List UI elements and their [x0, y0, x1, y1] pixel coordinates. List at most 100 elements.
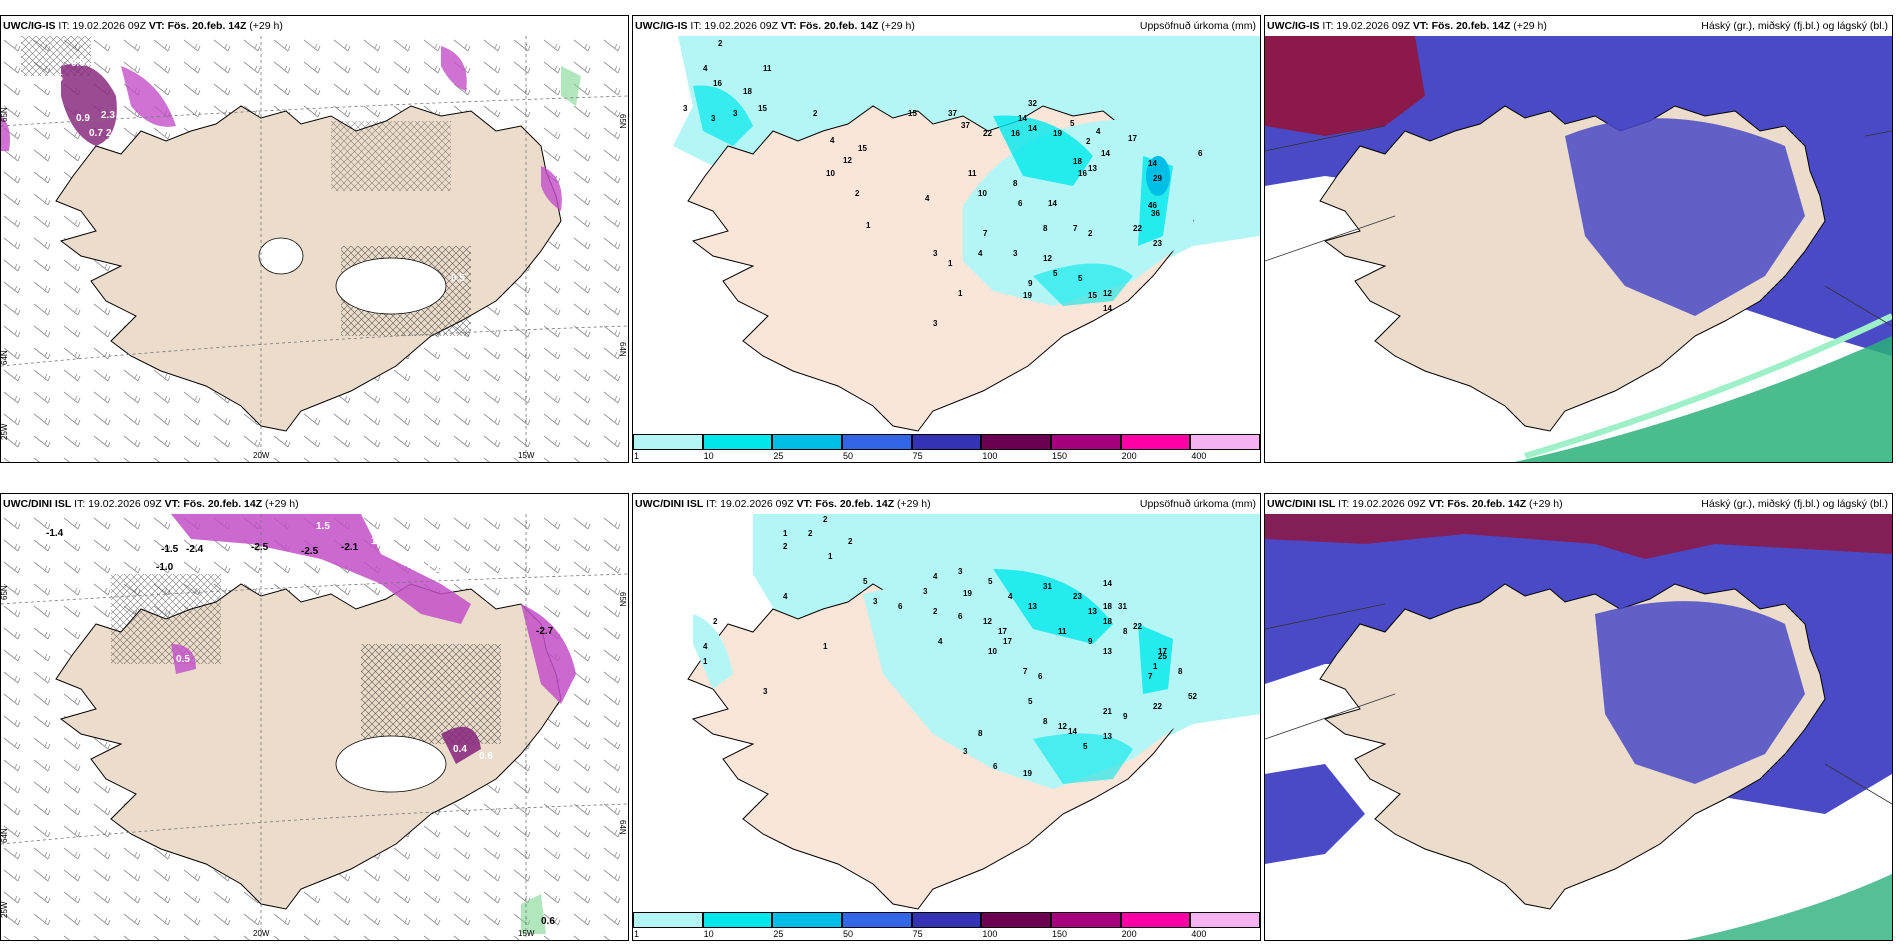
precip-value: 3	[873, 597, 878, 606]
precip-value: 14	[1018, 114, 1027, 123]
legend-swatch	[1120, 434, 1191, 450]
precip-value: 5	[988, 577, 993, 586]
temp-value: -2.4	[186, 544, 204, 555]
precip-value: 12	[1058, 722, 1067, 731]
legend-label: 200	[1121, 929, 1137, 939]
temp-value: -2.7	[536, 626, 554, 637]
precip-cell	[171, 514, 471, 624]
precip-value: 18	[1103, 617, 1112, 626]
legend-swatch	[911, 912, 982, 928]
precip-value: 14	[1028, 124, 1037, 133]
precip-value: 1	[828, 552, 833, 561]
cloud-low-band	[1515, 336, 1892, 462]
map-accumulated-precip[interactable]: 2122125363432613454191217312314181331221…	[633, 514, 1260, 940]
map-cloud-cover[interactable]	[1265, 514, 1892, 940]
precip-value: 14	[1048, 199, 1057, 208]
precip-value: 11	[763, 64, 772, 73]
hatch-area	[331, 121, 451, 191]
precip-value: 8	[1123, 627, 1128, 636]
temp-value: -1.0	[156, 562, 174, 573]
precip-value: 2	[783, 542, 788, 551]
lat-label: 65N	[1, 107, 9, 122]
precip-value: 3	[933, 319, 938, 328]
precip-value: 14	[1148, 159, 1157, 168]
precip-value: 3	[963, 747, 968, 756]
precip-value: 31	[1118, 602, 1127, 611]
precip-value: 15	[1088, 291, 1097, 300]
precip-value: 7	[1148, 672, 1153, 681]
precip-value: 5	[1028, 697, 1033, 706]
precip-value: 19	[1023, 769, 1032, 778]
temp-value: 0.9	[76, 113, 90, 124]
precip-value: 3	[733, 109, 738, 118]
precip-value: 5	[863, 577, 868, 586]
precip-value: 6	[1198, 149, 1203, 158]
graticule	[1, 514, 628, 940]
cloud-mid	[1595, 601, 1805, 784]
precip-value: 10	[826, 169, 835, 178]
precip-value: 6	[993, 762, 998, 771]
precip-values: 2122125363432613454191217312314181331221…	[703, 515, 1197, 778]
precip-value: 2	[855, 189, 860, 198]
map-wind-temp[interactable]: -1.4 -1.5 -2.4 -1.0 -2.5 -2.5 -2.1 1.3 1…	[1, 514, 628, 940]
lat-label: 64N	[618, 820, 627, 835]
precip-value: 18	[1103, 602, 1112, 611]
precip-value: 23	[1153, 239, 1162, 248]
cloud-high	[1265, 514, 1892, 559]
precip-value: 3	[763, 687, 768, 696]
glacier	[335, 735, 447, 793]
precip-cell	[121, 66, 176, 127]
temp-value: 0.5	[451, 273, 465, 284]
temp-value: 2.7	[106, 128, 120, 139]
cloud-low-band	[1524, 313, 1892, 459]
precip-field	[693, 85, 753, 146]
precip-value: 19	[1023, 291, 1032, 300]
cloud-low-band	[1685, 874, 1892, 940]
precip-value: 13	[1088, 607, 1097, 616]
precip-value: 6	[898, 602, 903, 611]
precip-value: 2	[848, 537, 853, 546]
legend-label: 400	[1191, 929, 1207, 939]
precip-field	[1146, 156, 1170, 196]
precip-value: 8	[1043, 224, 1048, 233]
legend-swatch	[842, 434, 912, 450]
precip-field	[1033, 263, 1133, 306]
precip-field	[863, 576, 1193, 789]
precip-value: 9	[1123, 712, 1128, 721]
legend-label: 50	[843, 451, 854, 461]
map-cloud-cover[interactable]	[1265, 36, 1892, 462]
precip-value: 2	[808, 529, 813, 538]
legend-label: 100	[982, 929, 998, 939]
precip-value: 13	[1103, 732, 1112, 741]
precip-value: 14	[1103, 579, 1112, 588]
legend-swatch	[911, 434, 982, 450]
legend-label: 1	[634, 451, 640, 461]
precip-cell	[561, 66, 581, 106]
legend-label: 200	[1121, 451, 1137, 461]
glacier	[335, 257, 447, 315]
lat-label: 65N	[618, 114, 627, 129]
legend-swatch	[1051, 912, 1121, 928]
temp-value: 1.1	[461, 578, 475, 589]
panel-dini-precip: UWC/DINI ISL IT: 19.02.2026 09Z VT: Fös.…	[632, 493, 1261, 941]
legend-swatch	[1120, 912, 1191, 928]
precip-value: 13	[1088, 164, 1097, 173]
legend-swatch	[1051, 434, 1121, 450]
legend-label: 25	[773, 451, 784, 461]
map-wind-temp[interactable]: 0.5 0.5 0.9 2.3 0.7 2.7 0.5 0.5 65N 64N …	[1, 36, 628, 462]
legend-swatch	[772, 434, 842, 450]
panel-ig-precip: UWC/IG-IS IT: 19.02.2026 09Z VT: Fös. 20…	[632, 15, 1261, 463]
temp-value: 1.3	[426, 564, 440, 575]
precip-value: 1	[1153, 662, 1158, 671]
panel-title: Háský (gr.), miðský (fj.bl.) og lágský (…	[1701, 20, 1888, 32]
precip-value: 13	[1103, 647, 1112, 656]
precip-value: 17	[1158, 647, 1167, 656]
precip-value: 7	[983, 229, 988, 238]
precip-value: 18	[743, 87, 752, 96]
precip-value: 10	[988, 647, 997, 656]
precip-value: 5	[1078, 274, 1083, 283]
legend-label: 100	[982, 451, 998, 461]
precip-value: 14	[1068, 727, 1077, 736]
precip-value: 37	[961, 121, 970, 130]
